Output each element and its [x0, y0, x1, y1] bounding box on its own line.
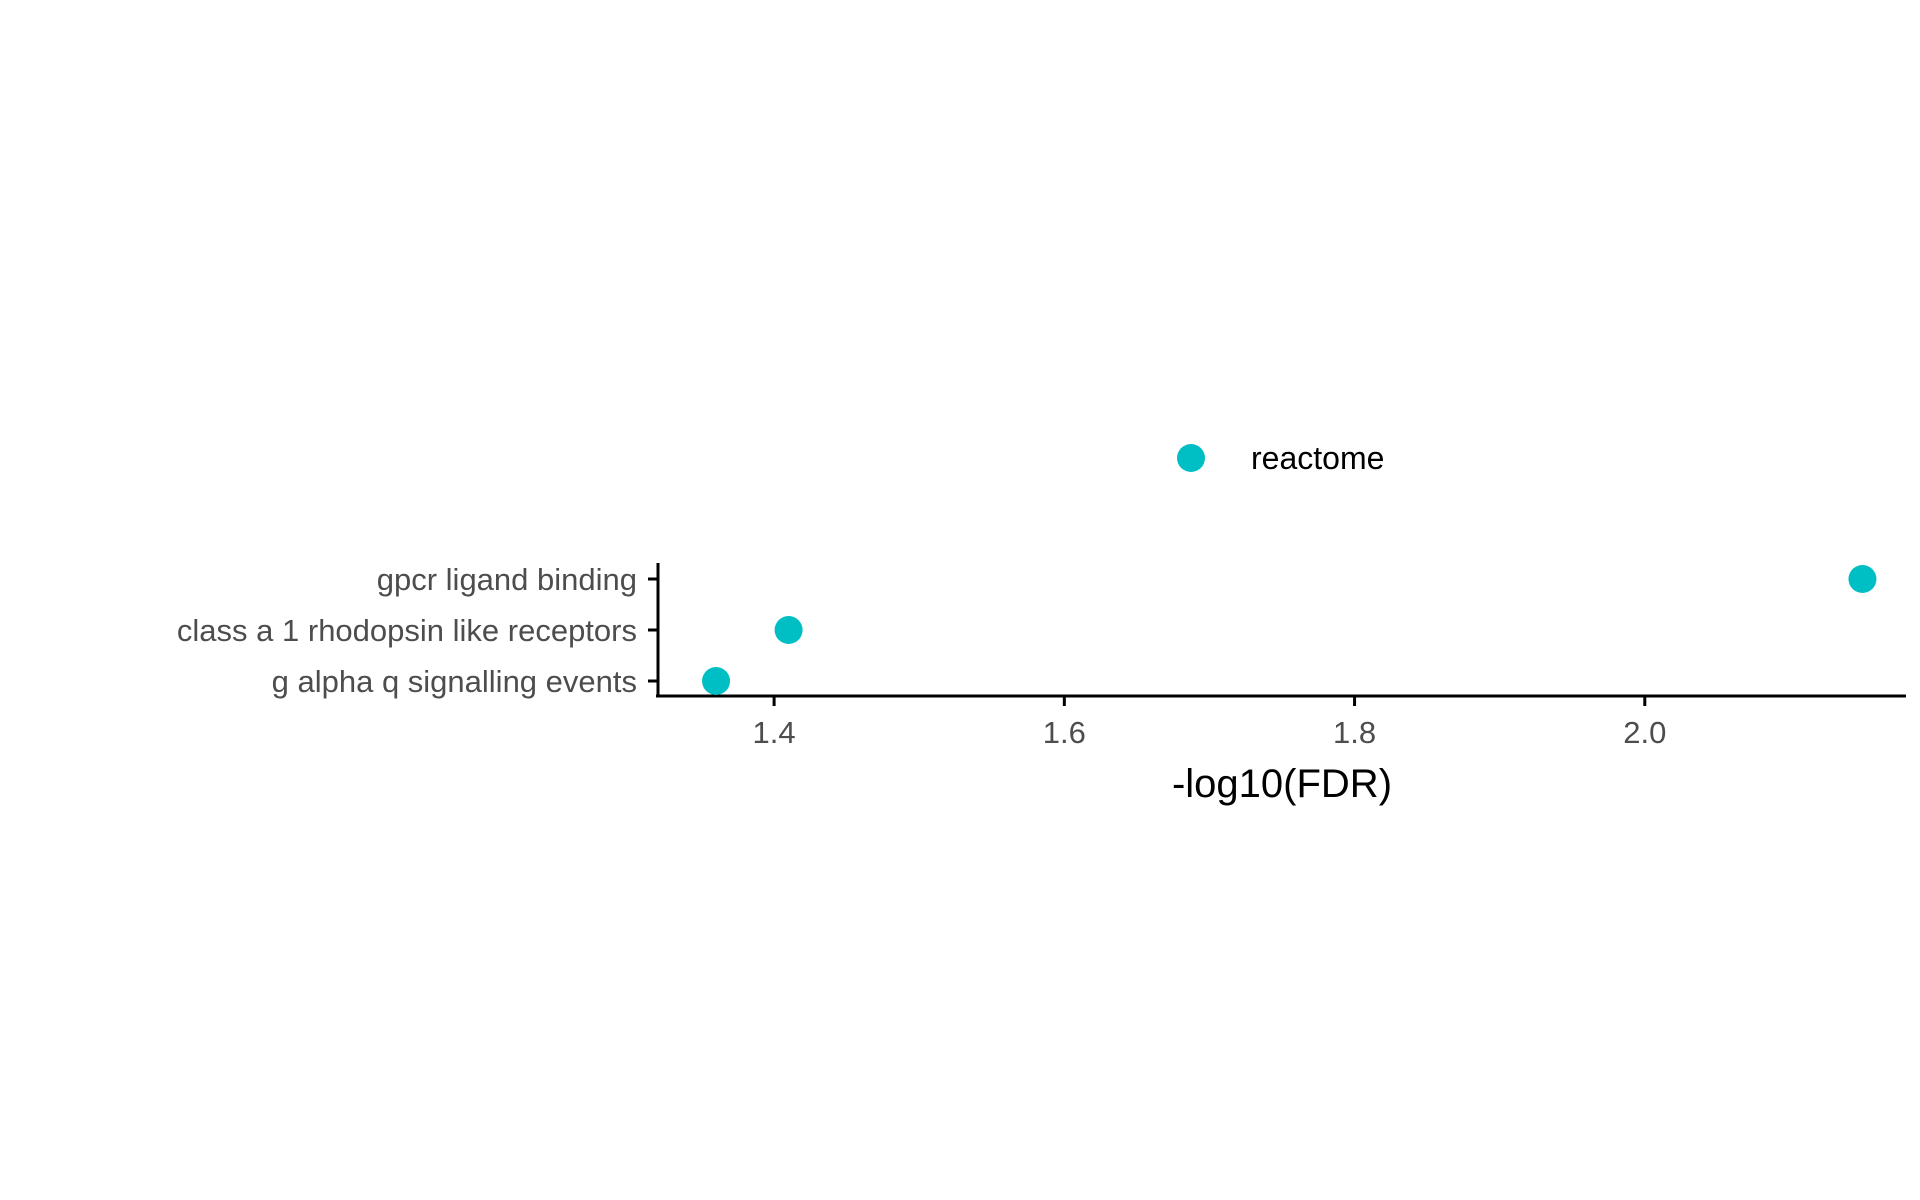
- x-tick-label: 1.4: [753, 715, 796, 750]
- data-point: [774, 616, 803, 644]
- legend-label-reactome: reactome: [1251, 440, 1384, 476]
- x-tick-label: 1.8: [1333, 715, 1376, 750]
- data-point: [1848, 565, 1877, 593]
- legend-key-reactome: [1177, 444, 1205, 472]
- x-axis-title: -log10(FDR): [1172, 762, 1392, 806]
- y-ticks: g alpha q signalling events class a 1 rho…: [177, 562, 658, 699]
- y-tick-label: gpcr ligand binding: [377, 562, 637, 597]
- x-ticks: 1.4 1.6 1.8 2.0: [753, 696, 1666, 750]
- x-tick-label: 2.0: [1623, 715, 1666, 750]
- legend: reactome: [1177, 440, 1384, 476]
- data-point: [702, 667, 731, 695]
- data-points: [702, 565, 1877, 695]
- y-tick-label: class a 1 rhodopsin like receptors: [177, 613, 637, 648]
- y-tick-label: g alpha q signalling events: [272, 664, 637, 699]
- x-tick-label: 1.6: [1043, 715, 1086, 750]
